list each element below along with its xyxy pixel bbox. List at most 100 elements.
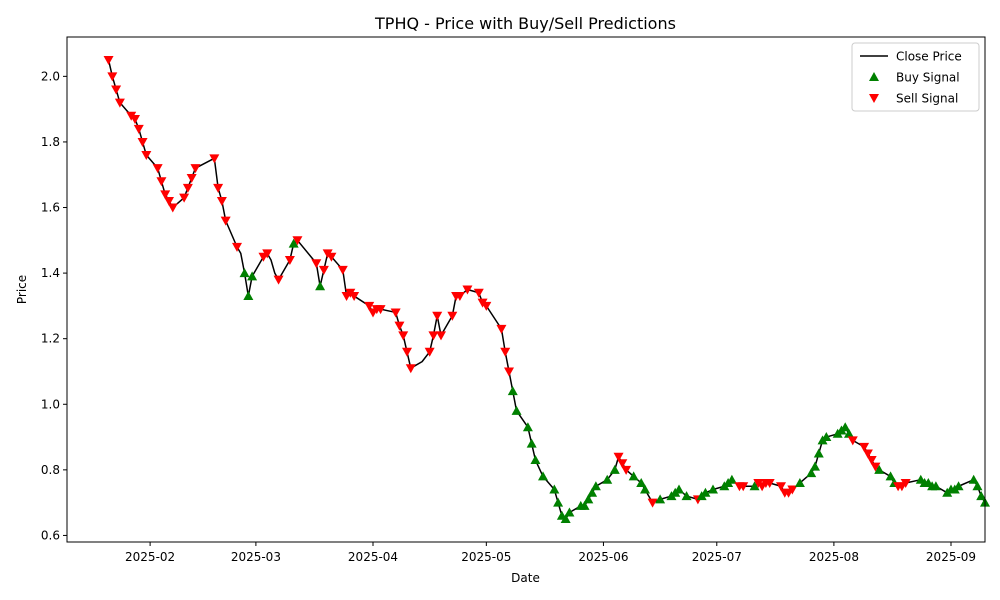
sell-signal-marker bbox=[137, 137, 148, 147]
sell-signal-marker bbox=[496, 324, 507, 334]
legend-label-buy-signal: Buy Signal bbox=[896, 71, 960, 85]
sell-signal-marker bbox=[454, 292, 465, 302]
y-tick-label: 1.2 bbox=[41, 332, 60, 346]
sell-signal-marker bbox=[160, 190, 171, 200]
sell-signal-marker bbox=[859, 442, 870, 452]
sell-signal-marker bbox=[141, 151, 152, 161]
sell-signal-marker bbox=[405, 364, 416, 374]
y-tick-label: 1.0 bbox=[41, 397, 60, 411]
x-tick-label: 2025-09 bbox=[926, 550, 976, 564]
buy-signal-marker bbox=[885, 471, 896, 481]
buy-signal-marker bbox=[972, 481, 983, 491]
sell-signal-marker bbox=[209, 154, 220, 164]
buy-signal-marker bbox=[726, 474, 737, 484]
buy-signal-marker bbox=[522, 422, 533, 432]
sell-signal-marker bbox=[182, 183, 193, 193]
sell-signal-marker bbox=[432, 311, 443, 321]
sell-signal-marker bbox=[398, 331, 409, 341]
y-tick-label: 0.8 bbox=[41, 463, 60, 477]
buy-signal-marker bbox=[976, 491, 987, 501]
buy-signal-marker bbox=[553, 497, 564, 507]
sell-signal-marker bbox=[262, 249, 273, 259]
sell-signal-marker bbox=[862, 449, 873, 459]
sell-signal-marker bbox=[273, 275, 284, 285]
x-axis: 2025-02 2025-03 2025-04 2025-05 2025-06 2025-… bbox=[125, 542, 976, 564]
sell-signal-marker bbox=[152, 164, 163, 174]
buy-signal-marker bbox=[247, 271, 258, 281]
buy-signal-marker bbox=[583, 494, 594, 504]
legend-label-sell-signal: Sell Signal bbox=[896, 92, 958, 106]
y-tick-label: 2.0 bbox=[41, 69, 60, 83]
legend: Close Price Buy Signal Sell Signal bbox=[851, 42, 980, 112]
x-tick-label: 2025-02 bbox=[125, 550, 175, 564]
buy-signal-marker bbox=[530, 455, 541, 465]
buy-signal-marker bbox=[844, 428, 854, 438]
sell-signal-marker bbox=[326, 252, 337, 262]
buy-signal-marker bbox=[243, 291, 254, 301]
sell-signal-marker bbox=[130, 114, 140, 124]
sell-signal-marker bbox=[114, 98, 125, 108]
buy-signal-marker bbox=[636, 477, 647, 487]
x-tick-label: 2025-04 bbox=[348, 550, 398, 564]
buy-signal-marker bbox=[821, 432, 832, 442]
buy-signal-marker bbox=[806, 468, 817, 478]
sell-signal-marker bbox=[436, 331, 446, 341]
sell-signal-marker bbox=[787, 485, 798, 495]
sell-signal-marker bbox=[311, 259, 322, 269]
x-axis-title: Date bbox=[511, 571, 540, 585]
buy-signal-marker bbox=[549, 484, 560, 494]
buy-signal-marker bbox=[628, 471, 639, 481]
buy-signal-marker bbox=[874, 464, 885, 474]
sell-signal-marker bbox=[390, 308, 401, 318]
sell-signal-marker bbox=[402, 347, 412, 357]
buy-signal-marker bbox=[538, 471, 548, 481]
buy-signal-marker bbox=[602, 474, 613, 484]
x-tick-label: 2025-05 bbox=[461, 550, 511, 564]
buy-signal-marker bbox=[587, 487, 598, 497]
buy-signal-marker bbox=[579, 500, 590, 510]
sell-signal-marker bbox=[870, 462, 881, 472]
sell-signal-marker bbox=[107, 72, 118, 82]
x-tick-label: 2025-03 bbox=[231, 550, 281, 564]
sell-signal-marker bbox=[847, 436, 858, 446]
buy-signal-marker bbox=[288, 238, 299, 248]
sell-signal-marker bbox=[190, 164, 201, 174]
buy-signal-marker bbox=[655, 494, 666, 504]
axes-frame bbox=[66, 36, 986, 543]
sell-signal-marker bbox=[292, 236, 303, 246]
buy-signal-marker bbox=[813, 448, 824, 458]
sell-signal-marker bbox=[375, 305, 386, 315]
y-tick-label: 1.8 bbox=[41, 135, 60, 149]
sell-signal-marker bbox=[500, 347, 511, 357]
buy-signal-marker bbox=[681, 491, 692, 501]
buy-signal-marker bbox=[511, 405, 522, 415]
sell-signal-marker bbox=[186, 174, 197, 184]
y-tick-label: 1.6 bbox=[41, 201, 60, 215]
buy-signal-marker bbox=[239, 268, 250, 278]
plot-area bbox=[103, 55, 990, 524]
sell-signal-marker bbox=[504, 367, 514, 377]
sell-signal-marker bbox=[213, 183, 224, 193]
sell-signal-marker bbox=[481, 301, 492, 311]
buy-signal-marker bbox=[749, 481, 760, 491]
buy-signal-marker bbox=[640, 484, 650, 494]
sell-signal-marker bbox=[179, 193, 190, 203]
y-axis: 0.6 0.8 1.0 1.2 1.4 1.6 1.8 2.0 bbox=[41, 69, 67, 542]
buy-signal-marker bbox=[609, 464, 620, 474]
buy-signal-marker bbox=[840, 422, 851, 432]
legend-buy-marker bbox=[869, 72, 879, 81]
x-tick-label: 2025-06 bbox=[578, 550, 628, 564]
buy-signal-marker bbox=[708, 484, 718, 494]
buy-signal-marker bbox=[560, 514, 571, 524]
sell-signal-marker bbox=[621, 465, 632, 475]
buy-signal-marker bbox=[953, 481, 964, 491]
sell-signal-marker bbox=[318, 265, 329, 275]
sell-signal-marker bbox=[647, 498, 658, 508]
buy-signal-marker bbox=[590, 481, 601, 491]
y-axis-title: Price bbox=[15, 275, 29, 304]
buy-signal-marker bbox=[794, 477, 805, 487]
legend-box bbox=[851, 42, 980, 112]
sell-signal-marker bbox=[764, 478, 775, 488]
buy-signal-marker bbox=[930, 481, 941, 491]
